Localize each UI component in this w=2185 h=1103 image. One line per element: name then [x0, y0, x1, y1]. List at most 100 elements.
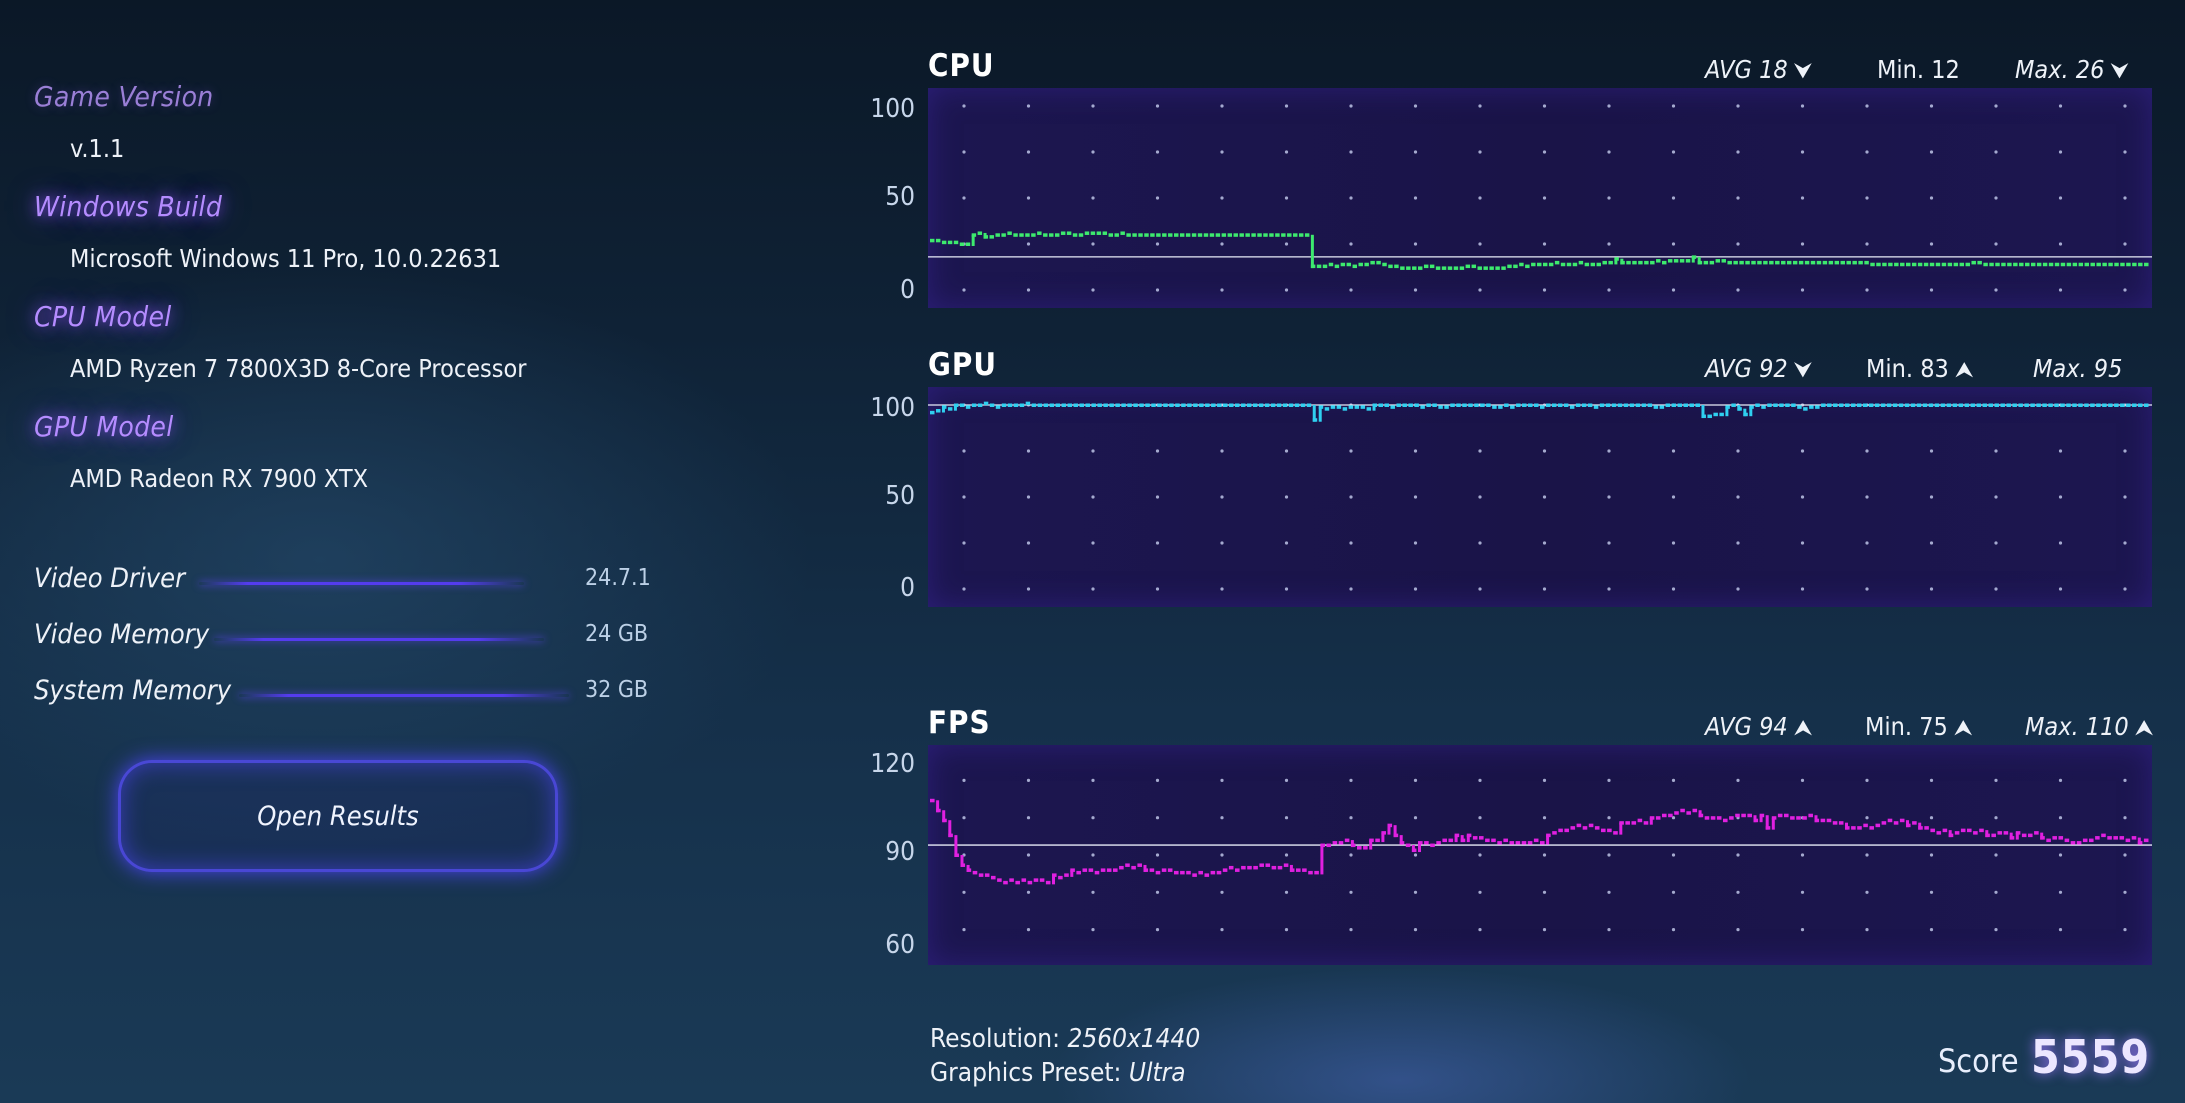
grid-dot: [1607, 587, 1611, 591]
grid-dot: [1413, 449, 1418, 453]
grid-dot: [1671, 288, 1676, 292]
grid-dot: [1736, 853, 1740, 857]
grid-dot: [1478, 242, 1482, 246]
data-point: [1584, 262, 1590, 267]
data-point: [1887, 818, 1893, 823]
gpu-avg-stat: AVG 92 ⮟: [1705, 354, 1812, 383]
data-point: [2052, 836, 2057, 840]
data-point: [1899, 818, 1905, 823]
data-point: [1856, 403, 1862, 407]
grid-dot: [1800, 104, 1805, 108]
data-point: [1001, 233, 1006, 237]
data-step: [1399, 835, 1403, 845]
data-point: [1247, 865, 1252, 870]
grid-dot: [1994, 890, 1998, 894]
grid-dot: [1929, 541, 1934, 545]
data-step: [1460, 835, 1464, 843]
grid-dot: [1607, 104, 1611, 108]
data-point: [1465, 264, 1471, 269]
data-point: [1659, 405, 1665, 409]
grid-dot: [1413, 853, 1418, 857]
data-point: [1193, 403, 1198, 407]
data-point: [1396, 403, 1401, 407]
data-point: [1296, 868, 1301, 872]
grid-dot: [1349, 778, 1353, 783]
grid-dot: [1929, 288, 1934, 292]
data-point: [1545, 403, 1551, 407]
preset-value: Ultra: [1128, 1058, 1186, 1088]
data-point: [1358, 262, 1363, 267]
grid-dot: [1478, 495, 1482, 499]
data-point: [1270, 403, 1276, 407]
data-point: [1810, 260, 1816, 265]
data-point: [1578, 260, 1584, 265]
data-step: [1948, 830, 1952, 838]
data-point: [1936, 831, 1942, 835]
data-point: [2078, 403, 2083, 407]
data-point: [2030, 262, 2036, 267]
fps-min-stat: Min. 75 ⮝: [1865, 712, 1973, 741]
data-point: [1922, 403, 1928, 407]
grid-dot: [1671, 927, 1676, 932]
data-step: [1381, 832, 1385, 843]
grid-dot: [1607, 541, 1611, 545]
data-point: [1479, 836, 1484, 840]
data-point: [1054, 233, 1060, 237]
data-point: [1025, 401, 1031, 406]
data-point: [1637, 818, 1643, 823]
grid-dot: [1671, 242, 1676, 246]
grid-dot: [1284, 853, 1289, 857]
grid-dot: [1284, 242, 1289, 246]
data-point: [1785, 403, 1790, 407]
data-point: [1534, 403, 1539, 407]
data-point: [1263, 233, 1268, 237]
data-point: [2138, 262, 2143, 267]
data-point: [1432, 403, 1437, 407]
grid-dot: [2058, 587, 2063, 591]
data-point: [1495, 266, 1500, 270]
data-point: [1564, 828, 1569, 833]
data-point: [2096, 262, 2101, 267]
data-point: [2007, 262, 2012, 267]
data-point: [1575, 403, 1581, 407]
data-point: [1923, 262, 1929, 267]
data-point: [1554, 260, 1560, 265]
grid-dot: [2123, 104, 2127, 108]
data-point: [1808, 813, 1813, 818]
data-point: [2060, 262, 2066, 267]
data-point: [2125, 838, 2131, 843]
grid-dot: [1220, 196, 1224, 200]
data-point: [1151, 403, 1156, 407]
grid-dot: [1155, 495, 1160, 499]
gpu-max-stat: Max. 95: [2033, 354, 2123, 383]
data-point: [1039, 878, 1045, 882]
grid-dot: [1736, 778, 1740, 783]
data-point: [1845, 403, 1850, 407]
data-point: [995, 405, 1001, 409]
grid-dot: [1929, 196, 1934, 200]
data-point: [1352, 264, 1357, 269]
data-point: [1492, 405, 1497, 409]
data-point: [1408, 403, 1413, 407]
data-point: [1483, 266, 1488, 270]
grid-dot: [1800, 242, 1805, 246]
data-point: [1223, 403, 1228, 407]
grid-dot: [1671, 778, 1676, 783]
data-point: [1979, 828, 1984, 833]
stat-text: AVG 92: [1705, 354, 1788, 383]
data-point: [1228, 865, 1234, 870]
open-results-button[interactable]: Open Results: [118, 760, 558, 872]
data-point: [1156, 233, 1161, 237]
grid-dot: [962, 196, 966, 200]
data-point: [1874, 403, 1880, 407]
data-point: [1400, 266, 1405, 270]
spec-row-video-driver: Video Driver 24.7.1: [34, 563, 654, 597]
data-point: [1094, 870, 1100, 875]
grid-dot: [1607, 890, 1611, 894]
data-point: [1911, 262, 1917, 267]
data-point: [1316, 264, 1322, 269]
data-point: [1816, 260, 1822, 265]
data-point: [1363, 846, 1368, 850]
data-point: [1674, 811, 1679, 815]
data-point: [1370, 260, 1375, 265]
